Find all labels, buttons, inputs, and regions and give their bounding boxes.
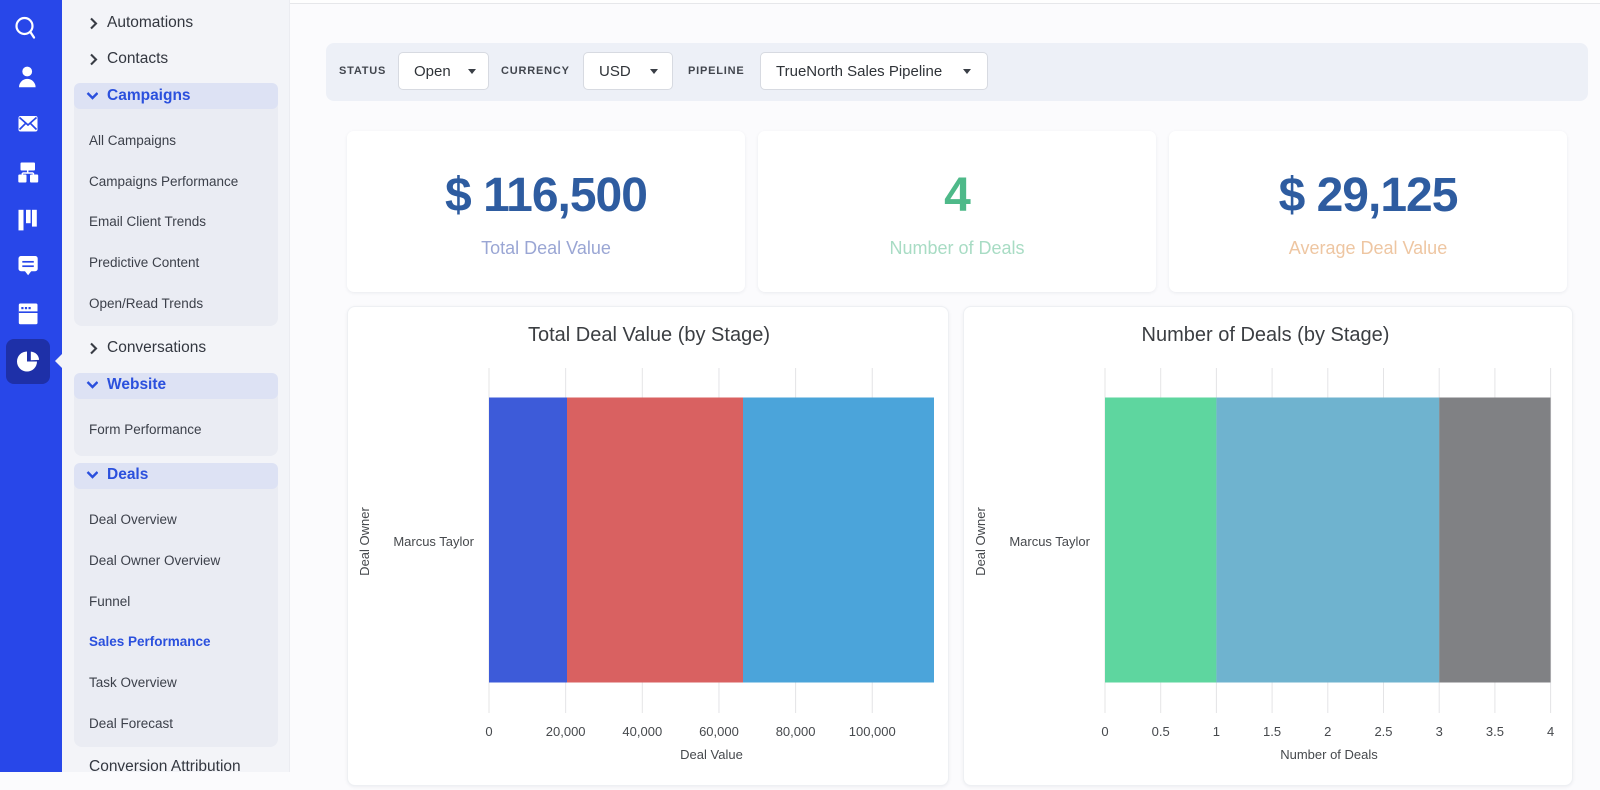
svg-text:Deal Owner: Deal Owner [973, 507, 988, 576]
svg-text:1.5: 1.5 [1263, 724, 1281, 739]
svg-text:3.5: 3.5 [1486, 724, 1504, 739]
svg-text:0: 0 [1101, 724, 1108, 739]
svg-text:2.5: 2.5 [1374, 724, 1392, 739]
svg-text:3: 3 [1436, 724, 1443, 739]
svg-text:Deal Owner: Deal Owner [357, 507, 372, 576]
svg-text:4: 4 [1547, 724, 1554, 739]
svg-text:0.5: 0.5 [1152, 724, 1170, 739]
svg-text:Marcus Taylor: Marcus Taylor [393, 534, 474, 549]
svg-text:0: 0 [485, 724, 492, 739]
svg-text:Number of Deals (by Stage): Number of Deals (by Stage) [1142, 324, 1390, 346]
svg-text:60,000: 60,000 [699, 724, 739, 739]
svg-text:100,000: 100,000 [849, 724, 896, 739]
svg-text:20,000: 20,000 [546, 724, 586, 739]
svg-text:80,000: 80,000 [776, 724, 816, 739]
svg-text:Deal Value: Deal Value [680, 747, 743, 762]
svg-text:2: 2 [1324, 724, 1331, 739]
svg-text:1: 1 [1213, 724, 1220, 739]
svg-text:Number of Deals: Number of Deals [1280, 747, 1378, 762]
svg-text:Total Deal Value (by Stage): Total Deal Value (by Stage) [528, 324, 770, 346]
svg-text:Marcus Taylor: Marcus Taylor [1009, 534, 1090, 549]
svg-text:40,000: 40,000 [622, 724, 662, 739]
